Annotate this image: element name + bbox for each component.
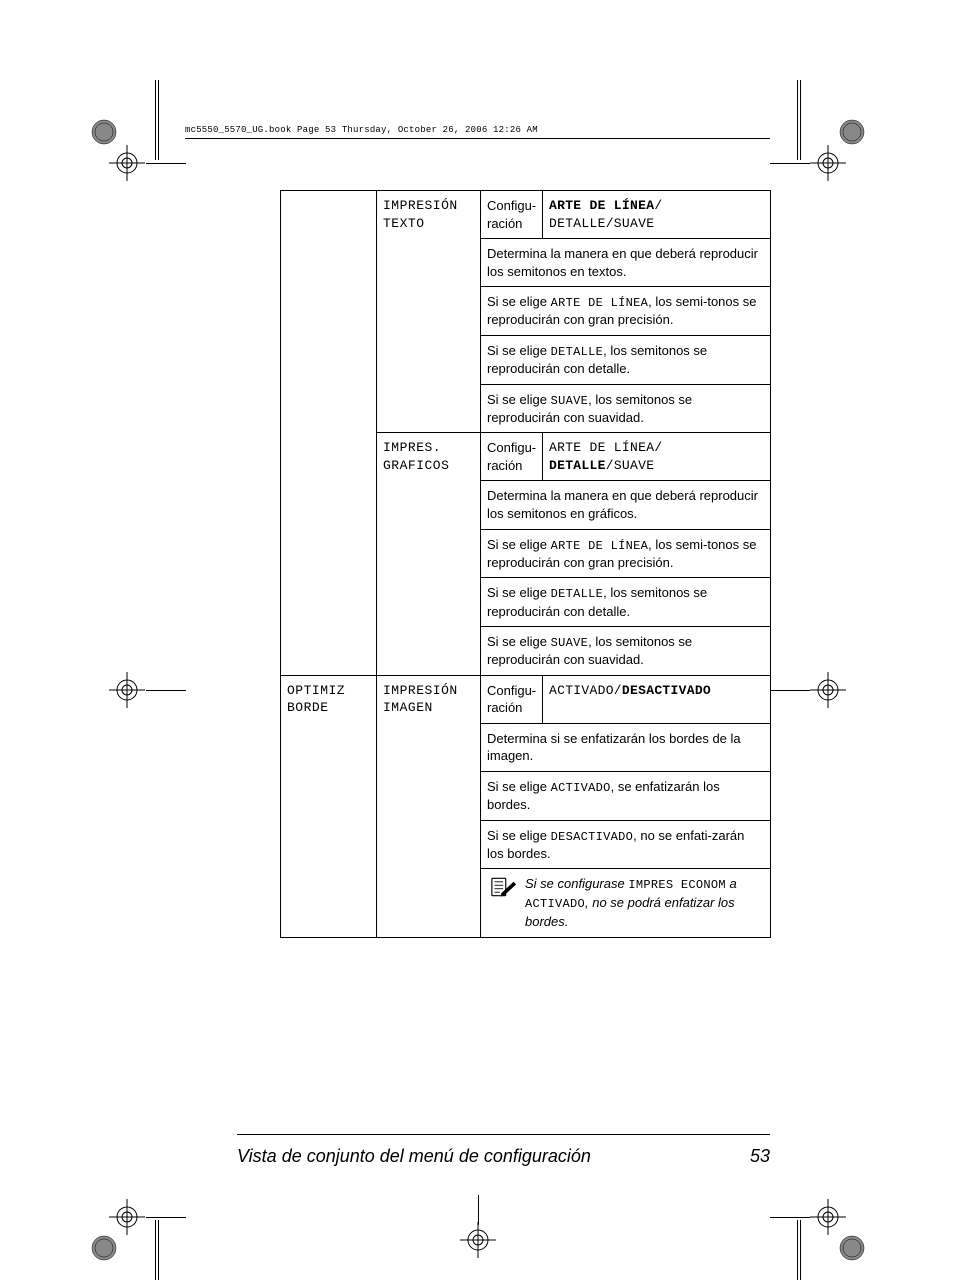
crop-line [146,163,186,164]
crop-line [770,1217,810,1218]
crop-line [800,1220,801,1280]
reg-mark-target [808,143,848,183]
cell-item: IMPRESIÓN IMAGEN [377,675,481,937]
cell-desc: Determina si se enfatizarán los bordes d… [481,723,771,771]
cell-desc: Si se elige ACTIVADO, se enfatizarán los… [481,771,771,820]
crop-line [797,80,798,160]
note-text: Si se configurase IMPRES ECONOM a ACTIVA… [525,875,764,931]
crop-line [146,1217,186,1218]
cell-desc: Si se elige DETALLE, los semitonos se re… [481,335,771,384]
cell-desc: Si se elige SUAVE, los semitonos se repr… [481,384,771,433]
cell-desc: Si se elige ARTE DE LÍNEA, los semi-tono… [481,287,771,336]
header-filepath: mc5550_5570_UG.book Page 53 Thursday, Oc… [185,125,538,135]
table-row: IMPRESIÓN TEXTO Configu-ración ARTE DE L… [281,191,771,239]
crop-line [158,1220,159,1280]
table-row: OPTIMIZ BORDE IMPRESIÓN IMAGEN Configu-r… [281,675,771,723]
cell-item: IMPRES. GRAFICOS [377,433,481,675]
cell-config-label: Configu-ración [481,675,543,723]
footer-title: Vista de conjunto del menú de configurac… [237,1146,591,1167]
cell-desc: Si se elige DETALLE, los semitonos se re… [481,578,771,627]
reg-mark-target [458,1220,498,1260]
crop-line [158,80,159,160]
crop-line [155,1220,156,1280]
crop-line [155,80,156,160]
cell-category: OPTIMIZ BORDE [281,675,377,937]
cell-category-empty [281,191,377,676]
reg-mark-target [107,143,147,183]
footer-rule [237,1134,770,1135]
reg-mark-target [808,670,848,710]
crop-line [770,163,810,164]
cell-desc: Determina la manera en que deberá reprod… [481,481,771,529]
cell-note: Si se configurase IMPRES ECONOM a ACTIVA… [481,869,771,938]
cell-desc: Si se elige SUAVE, los semitonos se repr… [481,627,771,676]
cell-desc: Si se elige DESACTIVADO, no se enfati-za… [481,820,771,869]
crop-line [800,80,801,160]
cell-options: ARTE DE LÍNEA/ DETALLE/SUAVE [543,433,771,481]
cell-desc: Determina la manera en que deberá reprod… [481,239,771,287]
reg-mark-target [808,1197,848,1237]
crop-line [146,690,186,691]
crop-line [770,690,810,691]
header-rule [185,138,770,139]
reg-mark-target [107,670,147,710]
reg-mark-target [107,1197,147,1237]
cell-config-label: Configu-ración [481,433,543,481]
crop-line [797,1220,798,1280]
cell-options: ACTIVADO/DESACTIVADO [543,675,771,723]
cell-item: IMPRESIÓN TEXTO [377,191,481,433]
crop-line [478,1195,479,1225]
note-icon [491,877,517,902]
cell-options: ARTE DE LÍNEA/ DETALLE/SUAVE [543,191,771,239]
config-table: IMPRESIÓN TEXTO Configu-ración ARTE DE L… [280,190,771,938]
cell-desc: Si se elige ARTE DE LÍNEA, los semi-tono… [481,529,771,578]
page-number: 53 [750,1146,770,1167]
cell-config-label: Configu-ración [481,191,543,239]
